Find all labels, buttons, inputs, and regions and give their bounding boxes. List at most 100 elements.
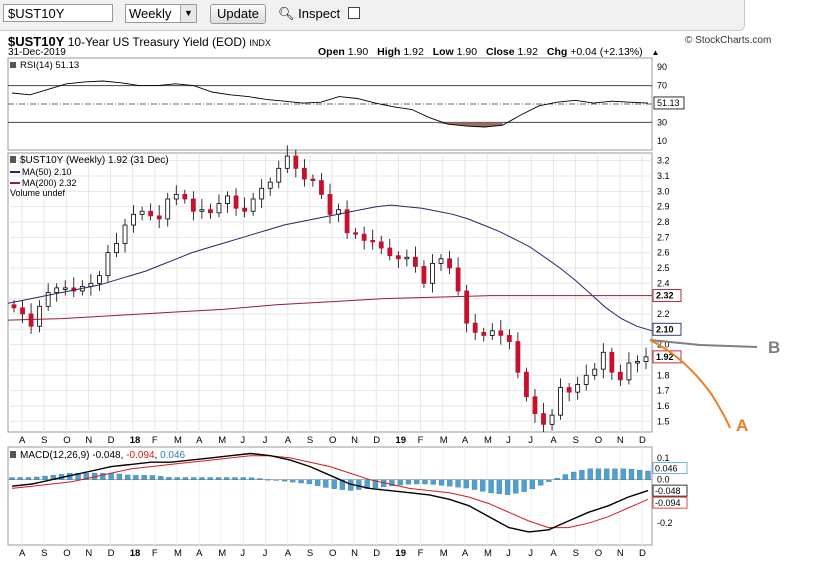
candle-body: [293, 155, 299, 169]
candle-body: [242, 207, 247, 212]
macd-histogram-bar: [207, 477, 213, 480]
toolbar: $UST10Y Weekly ▼ Update 🔍︎ Inspect: [0, 0, 745, 31]
price-x-tick-label: 18: [130, 435, 141, 446]
macd-histogram-bar: [405, 479, 412, 485]
ma200-line: [7, 295, 652, 321]
ma50-line: [7, 204, 653, 332]
symbol-input[interactable]: $UST10Y: [3, 4, 113, 22]
price-x-tick-label: O: [63, 435, 70, 446]
price-y-tick-label: 2.9: [657, 202, 670, 212]
projection-a-line: [649, 339, 731, 429]
macd-x-tick-label: N: [617, 548, 624, 559]
macd-histogram-bar: [323, 479, 329, 488]
macd-histogram-bar: [604, 468, 610, 480]
price-x-tick-label: M: [440, 435, 448, 446]
price-y-tick-label: 1.8: [657, 370, 670, 380]
candle-body: [190, 198, 196, 212]
price-x-tick-label: S: [307, 435, 313, 446]
candle-body: [472, 322, 478, 333]
macd-histogram-bar: [562, 474, 569, 480]
macd-histogram-bar: [248, 477, 255, 480]
chevron-down-icon[interactable]: ▼: [180, 5, 196, 22]
macd-x-tick-label: O: [63, 548, 70, 559]
macd-x-tick-label: M: [174, 548, 182, 559]
candle-body: [131, 213, 136, 226]
rsi-current-value: 51.13: [657, 98, 680, 108]
macd-histogram-bar: [488, 479, 494, 494]
inspect-toggle[interactable]: 🔍︎ Inspect: [278, 6, 360, 22]
candle-body: [643, 356, 649, 362]
macd-x-tick-label: J: [240, 548, 245, 559]
macd-x-tick-label: A: [196, 548, 203, 559]
candle-body: [327, 193, 333, 215]
macd-histogram-bar: [75, 472, 81, 480]
period-selected-value: Weekly: [129, 6, 172, 21]
macd-x-tick-label: M: [484, 548, 492, 559]
macd-histogram-bar: [124, 474, 131, 480]
period-select[interactable]: Weekly ▼: [125, 4, 197, 23]
macd-legend-hist: 0.046: [160, 450, 185, 461]
watermark: © StockCharts.com: [685, 35, 772, 46]
macd-tick-label: 0.1: [657, 453, 670, 463]
candle-body: [173, 193, 179, 200]
inspect-checkbox[interactable]: [347, 7, 360, 19]
price-y-tick-label: 3.1: [657, 171, 670, 181]
ma200-legend-label: MA(200) 2.32: [22, 178, 77, 188]
candle-body: [54, 287, 60, 293]
macd-histogram-bar: [17, 477, 23, 480]
price-y-tick-label: 2.4: [657, 278, 670, 288]
price-y-tick-label: 2.8: [657, 217, 670, 227]
candle-body: [455, 267, 461, 292]
macd-x-tick-label: N: [351, 548, 358, 559]
macd-histogram-bar: [306, 479, 313, 485]
macd-histogram-bar: [571, 471, 577, 480]
macd-histogram-bar: [191, 477, 197, 480]
price-x-tick-label: A: [19, 435, 26, 446]
candle-body: [609, 351, 615, 373]
macd-histogram-bar: [9, 477, 15, 480]
macd-histogram-bar: [554, 477, 560, 480]
symbol-name: $UST10Y: [8, 34, 65, 49]
macd-histogram-bar: [339, 479, 346, 490]
update-button[interactable]: Update: [210, 4, 266, 24]
macd-x-tick-label: D: [639, 548, 646, 559]
macd-histogram-bar: [133, 475, 139, 480]
candle-body: [122, 224, 128, 244]
ohlc-chg-label: Chg: [546, 46, 568, 58]
price-x-tick-label: A: [550, 435, 557, 446]
projection-a-label: A: [736, 416, 748, 435]
price-x-tick-label: S: [41, 435, 47, 446]
candle-body: [532, 396, 538, 415]
ohlc-low-label: Low: [432, 46, 454, 58]
macd-histogram-bar: [397, 479, 403, 486]
ohlc-chg-value: +0.04 (+2.13%): [567, 46, 646, 58]
macd-histogram-bar: [447, 479, 453, 487]
macd-histogram-bar: [455, 479, 461, 488]
candle-body: [182, 193, 188, 200]
rsi-value-box: [653, 96, 685, 110]
candle-body: [438, 258, 444, 264]
candle-body: [395, 255, 401, 260]
price-x-tick-label: A: [462, 435, 469, 446]
candle-body: [404, 256, 410, 260]
candle-body: [353, 232, 359, 235]
macd-x-tick-label: O: [329, 548, 336, 559]
macd-x-tick-label: A: [19, 548, 26, 559]
candle-body: [11, 304, 17, 309]
candle-body: [626, 362, 632, 381]
macd-x-tick-label: J: [528, 548, 533, 559]
macd-histogram-bar: [174, 477, 180, 480]
price-x-tick-label: M: [174, 435, 182, 446]
macd-x-tick-label: S: [41, 548, 47, 559]
ma200-value: 2.32: [656, 291, 674, 301]
macd-legend-signal: -0.094: [126, 450, 155, 461]
candle-body: [156, 215, 162, 220]
candle-body: [566, 387, 572, 393]
macd-current-value: 0.046: [655, 464, 678, 474]
macd-histogram-bar: [529, 479, 536, 490]
ohlc-close-label: Close: [486, 46, 515, 58]
macd-panel-frame: [7, 446, 653, 546]
candle-body: [276, 167, 282, 183]
candle-body: [541, 413, 546, 425]
